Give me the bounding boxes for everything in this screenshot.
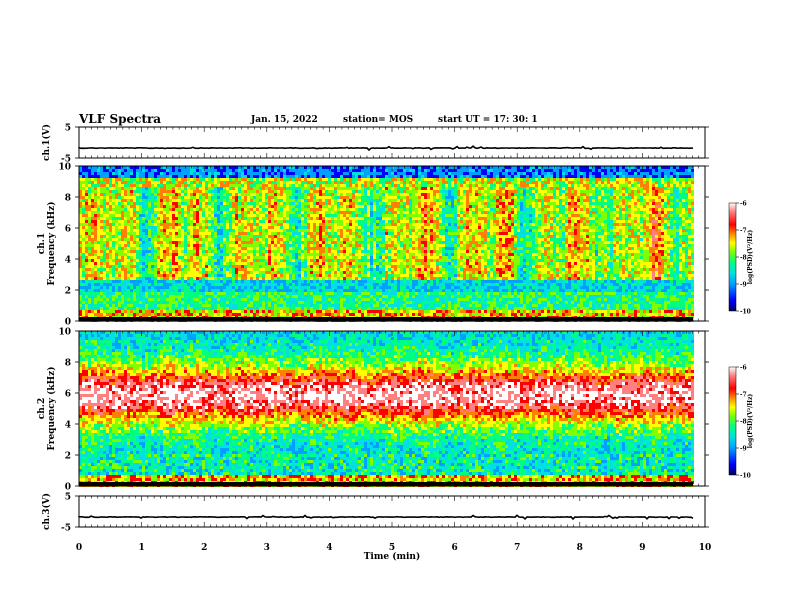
time-tick-label: 6 [451,543,457,553]
ch2-colorbar-tick-label: -9 [740,446,747,453]
time-tick-label: 5 [389,543,395,553]
ch3-waveform-ytick-label: -5 [61,524,71,534]
time-tick-label: 9 [639,543,645,553]
ch2-spectrogram-ytick-label: 10 [58,328,71,338]
time-axis-label: Time (min) [364,551,421,562]
ch1-colorbar-label: log(PSD)(V²/Hz) [747,230,754,285]
ch2-spectrogram-panel: 0 2 4 6 8 10 ch.2Frequency (kHz) [37,328,709,493]
ch2-spectrogram-ytick-label: 0 [65,483,71,493]
time-tick-label: 4 [326,543,332,553]
ch2-spectrogram-ytick-label: 4 [65,421,71,431]
ch2-colorbar-gradient [728,366,737,476]
ch1-spectrogram-ytick-label: 6 [65,225,71,235]
time-tick-label: 0 [76,543,82,553]
start-time-label: start UT = 17: 30: 1 [438,115,538,125]
ch2-spectrogram-cells [79,331,694,487]
ch2-colorbar-tick-label: -10 [740,473,751,480]
ch3-waveform-panel: 5 -5 ch.3(V) [41,493,709,534]
ch1-spectrogram-ylabel: ch.1Frequency (kHz) [37,201,57,285]
ch1-colorbar-tick-label: -7 [740,228,747,235]
ch1-waveform-trace [78,145,694,152]
time-tick-label: 10 [699,543,712,553]
ch2-colorbar-label: log(PSD)(V²/Hz) [747,394,754,449]
time-tick-label: 2 [201,543,207,553]
ch3-waveform-ytick-label: 5 [65,493,71,503]
ch3-waveform-ylabel: ch.3(V) [41,493,52,530]
chart-title: VLF Spectra [79,112,161,126]
ch1-spectrogram-ytick-label: 10 [58,163,71,173]
time-tick-label: 1 [138,543,144,553]
time-tick-label: 7 [514,543,520,553]
ch1-colorbar-tick-label: -6 [740,201,747,208]
ch1-spectrogram-panel: 0 2 4 6 8 10 ch.1Frequency (kHz) [37,163,709,328]
ch1-spectrogram-cells [79,166,694,322]
time-axis: 0 1 2 3 4 5 6 7 8 9 10 Time (min) [76,543,711,562]
ch1-spectrogram-ytick-label: 0 [65,318,71,328]
ch2-colorbar-tick-label: -6 [740,365,747,372]
ch2-spectrogram-ytick-label: 2 [65,452,71,462]
ch2-spectrogram-ytick-label: 8 [65,359,71,369]
ch1-spectrogram-ytick-label: 2 [65,287,71,297]
ch1-waveform-panel: 5 -5 ch.1(V) [41,124,709,165]
ch2-colorbar: -6 -7 -8 -9 -10 log(PSD)(V²/Hz) [728,365,754,480]
ch1-colorbar-tick-label: -8 [740,255,747,262]
date-label: Jan. 15, 2022 [251,115,318,125]
ch2-spectrogram-ylabel: ch.2Frequency (kHz) [37,366,57,450]
time-tick-label: 3 [264,543,270,553]
ch1-colorbar-tick-label: -10 [740,309,751,316]
time-tick-label: 8 [577,543,583,553]
ch1-colorbar-gradient [728,202,737,312]
ch2-spectrogram-ytick-label: 6 [65,390,71,400]
ch1-waveform-ytick-label: -5 [61,155,71,165]
ch1-waveform-ylabel: ch.1(V) [41,124,52,161]
ch2-colorbar-tick-label: -7 [740,392,747,399]
ch1-spectrogram-ytick-label: 4 [65,256,71,266]
ch1-colorbar-tick-label: -9 [740,282,747,289]
ch1-colorbar: -6 -7 -8 -9 -10 log(PSD)(V²/Hz) [728,201,754,316]
ch3-waveform-trace [78,514,694,521]
ch1-spectrogram-ytick-label: 8 [65,194,71,204]
ch1-waveform-ytick-label: 5 [65,124,71,134]
ch2-colorbar-tick-label: -8 [740,419,747,426]
station-label: station= MOS [343,115,413,125]
